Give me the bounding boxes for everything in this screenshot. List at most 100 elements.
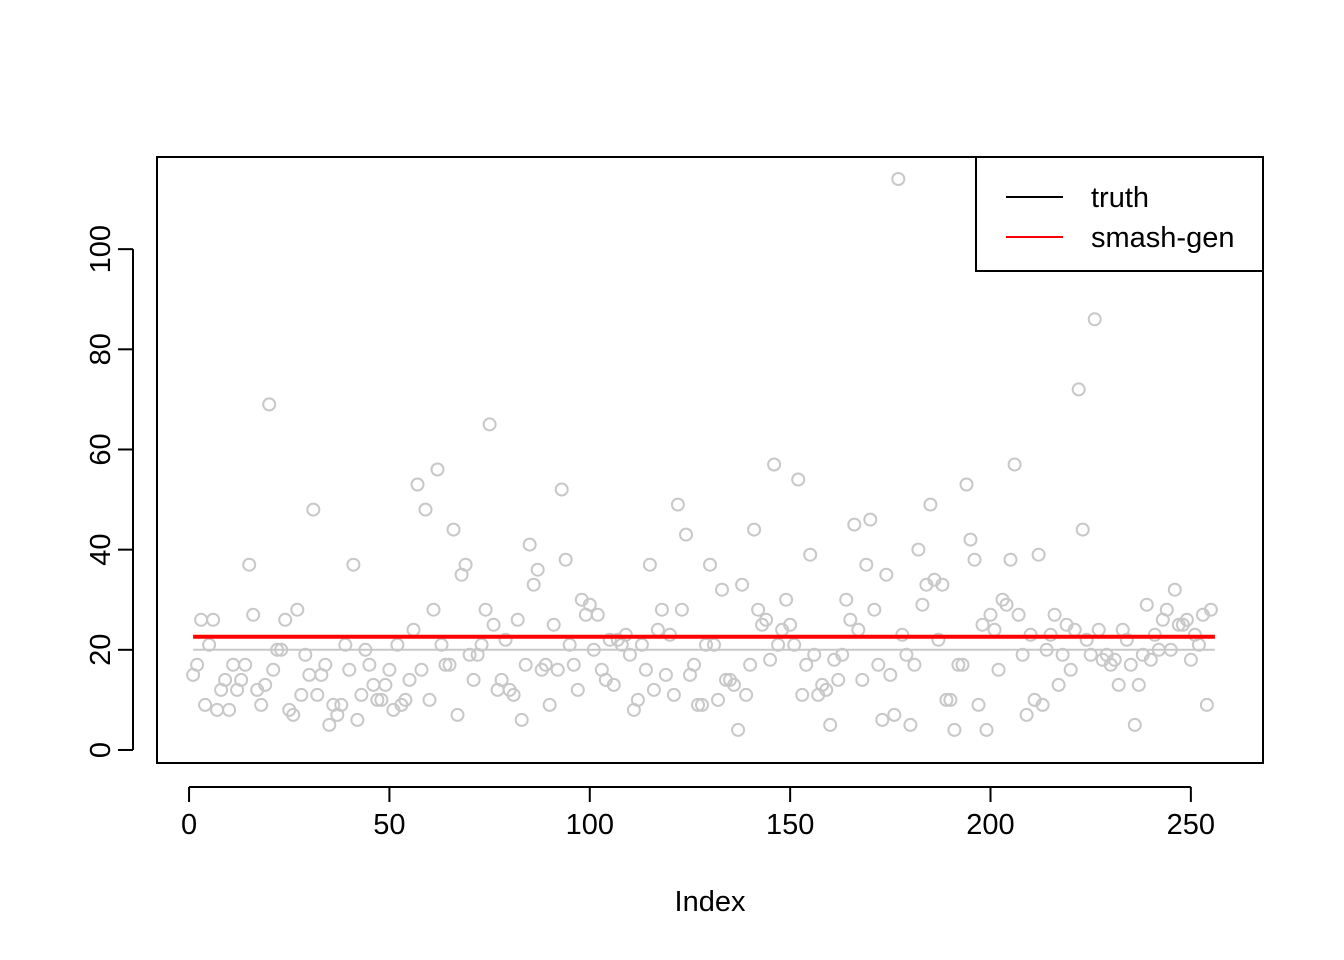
data-point — [346, 557, 361, 572]
data-point — [554, 482, 569, 497]
data-point — [194, 612, 209, 627]
data-point — [691, 697, 705, 712]
data-point — [743, 657, 758, 672]
data-point — [863, 512, 878, 527]
data-point — [658, 667, 673, 682]
data-point — [1011, 607, 1026, 622]
data-point — [799, 657, 814, 672]
data-point — [1199, 697, 1214, 712]
data-point — [266, 662, 281, 677]
data-point — [630, 692, 645, 707]
data-point — [871, 657, 886, 672]
data-point — [458, 557, 473, 572]
data-point — [210, 702, 225, 717]
y-tick-label: 100 — [85, 225, 117, 273]
data-point — [1111, 677, 1126, 692]
data-point — [670, 497, 685, 512]
data-point — [674, 602, 689, 617]
data-point — [322, 717, 337, 732]
data-point — [206, 612, 221, 627]
data-point — [991, 662, 1006, 677]
data-point — [278, 612, 293, 627]
x-tick-label: 250 — [1167, 809, 1215, 841]
data-point — [739, 687, 754, 702]
data-point — [430, 462, 445, 477]
data-point — [939, 692, 954, 707]
data-point — [747, 522, 762, 537]
x-tick-label: 200 — [966, 809, 1014, 841]
data-point — [783, 617, 798, 632]
data-point — [1063, 662, 1078, 677]
data-point — [558, 552, 573, 567]
data-point — [1123, 657, 1138, 672]
data-point — [831, 672, 846, 687]
data-point — [1087, 312, 1102, 327]
data-point — [478, 602, 493, 617]
data-point — [955, 657, 970, 672]
series-lines — [193, 634, 1215, 651]
data-point — [839, 592, 854, 607]
data-point — [959, 477, 974, 492]
data-point — [366, 677, 381, 692]
data-point — [426, 602, 441, 617]
data-point — [566, 657, 581, 672]
data-point — [935, 577, 950, 592]
data-point — [887, 707, 902, 722]
data-point — [522, 537, 537, 552]
data-point — [654, 602, 669, 617]
data-point — [302, 667, 317, 682]
data-point — [290, 602, 305, 617]
data-point — [751, 602, 766, 617]
data-point — [402, 672, 417, 687]
data-point — [582, 597, 597, 612]
data-point — [907, 657, 922, 672]
data-point — [915, 597, 930, 612]
y-tick-label: 60 — [85, 433, 117, 465]
plot-area-frame — [156, 156, 1264, 764]
data-point — [218, 672, 233, 687]
data-point — [951, 657, 966, 672]
data-point — [763, 652, 778, 667]
data-point — [446, 522, 461, 537]
data-point — [1003, 552, 1018, 567]
data-point — [1143, 652, 1158, 667]
data-point — [1071, 382, 1086, 397]
data-point — [975, 617, 990, 632]
data-point — [382, 662, 397, 677]
data-point — [843, 612, 858, 627]
data-point — [238, 657, 253, 672]
data-point — [258, 677, 273, 692]
data-point — [931, 632, 946, 647]
data-point — [350, 712, 365, 727]
data-point — [971, 697, 986, 712]
data-point — [1131, 677, 1146, 692]
data-point — [306, 502, 321, 517]
data-point — [731, 722, 746, 737]
data-point — [494, 672, 509, 687]
x-tick-label: 50 — [373, 809, 405, 841]
data-point — [711, 692, 725, 707]
data-point — [294, 687, 309, 702]
data-point — [518, 657, 533, 672]
data-point — [198, 697, 213, 712]
data-point — [226, 657, 241, 672]
data-point — [234, 672, 249, 687]
data-point — [646, 682, 661, 697]
data-point — [538, 657, 553, 672]
data-point — [442, 657, 457, 672]
data-point — [1019, 707, 1034, 722]
data-point — [1107, 652, 1122, 667]
x-axis-title: Index — [675, 886, 746, 918]
data-point — [642, 557, 657, 572]
data-point — [450, 707, 465, 722]
data-point — [342, 662, 357, 677]
legend-box — [975, 156, 1264, 272]
data-point — [354, 687, 369, 702]
data-point — [727, 677, 741, 692]
y-tick-label: 40 — [85, 533, 117, 565]
data-point — [999, 597, 1014, 612]
legend-label-truth: truth — [1091, 182, 1149, 214]
data-point — [779, 592, 794, 607]
data-point — [506, 687, 521, 702]
x-tick-label: 150 — [766, 809, 814, 841]
